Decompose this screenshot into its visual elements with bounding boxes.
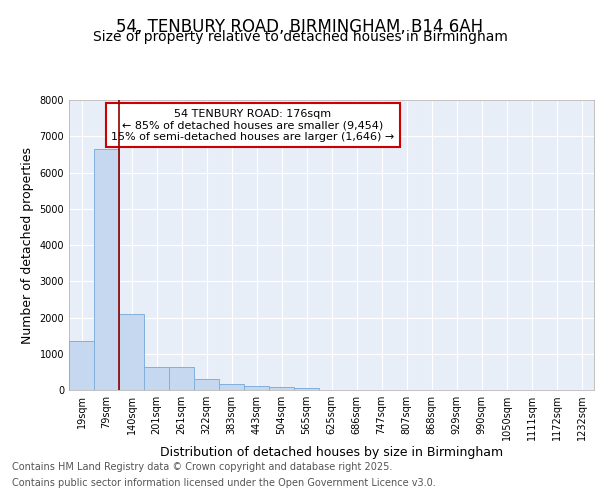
Text: Contains public sector information licensed under the Open Government Licence v3: Contains public sector information licen… (12, 478, 436, 488)
Bar (244, 386, 269, 390)
X-axis label: Distribution of detached houses by size in Birmingham: Distribution of detached houses by size … (160, 446, 503, 459)
Bar (294, 388, 319, 390)
Bar (169, 367, 194, 390)
Text: 54, TENBURY ROAD, BIRMINGHAM, B14 6AH: 54, TENBURY ROAD, BIRMINGHAM, B14 6AH (116, 18, 484, 36)
Text: 54 TENBURY ROAD: 176sqm
← 85% of detached houses are smaller (9,454)
15% of semi: 54 TENBURY ROAD: 176sqm ← 85% of detache… (111, 108, 394, 142)
Bar (119, 314, 144, 390)
Bar (69, 342, 94, 390)
Bar (194, 379, 219, 390)
Y-axis label: Number of detached properties: Number of detached properties (21, 146, 34, 344)
Bar (219, 384, 244, 390)
Text: Contains HM Land Registry data © Crown copyright and database right 2025.: Contains HM Land Registry data © Crown c… (12, 462, 392, 472)
Text: Size of property relative to detached houses in Birmingham: Size of property relative to detached ho… (92, 30, 508, 44)
Bar (94, 148, 119, 390)
Bar (269, 387, 294, 390)
Bar (144, 367, 169, 390)
